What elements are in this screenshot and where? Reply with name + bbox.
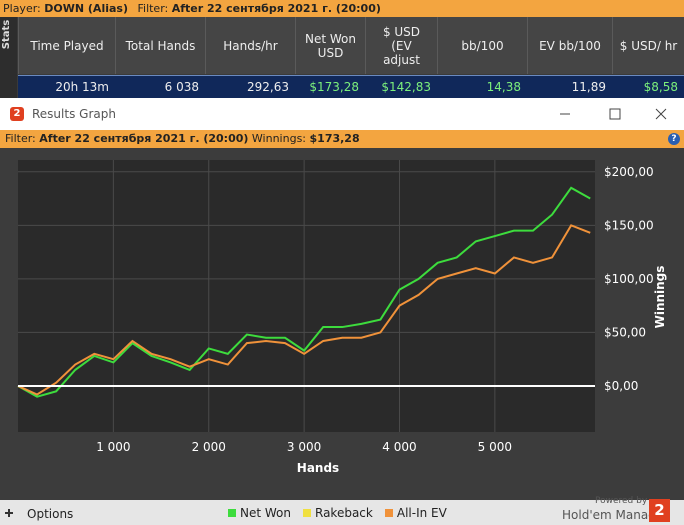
table-cell: 11,89: [571, 80, 606, 94]
table-cell: 6 038: [164, 80, 199, 94]
brand-logo: 2: [649, 499, 670, 522]
x-tick-label: 2 000: [192, 440, 226, 454]
table-row: 20h 13m 6 038 292,63 $173,28 $142,83 14,38 11,…: [18, 75, 684, 98]
legend-swatch: [303, 509, 311, 517]
table-cell: 14,38: [486, 80, 521, 94]
column-header: Hands/hr: [205, 17, 295, 74]
y-tick-label: $200,00: [604, 165, 654, 179]
legend-item: Rakeback: [303, 506, 373, 520]
window-title: Results Graph: [32, 107, 116, 121]
legend-swatch: [228, 509, 236, 517]
player: DOWN (Alias): [44, 2, 128, 15]
footer: Options Net Won Rakeback All-In EV Powered…: [0, 496, 684, 525]
column-header: bb/100: [437, 17, 527, 74]
player-label: Player:: [3, 2, 41, 15]
table-cell: $8,58: [643, 80, 678, 94]
x-tick-label: 4 000: [382, 440, 416, 454]
legend-label: All-In EV: [396, 506, 447, 520]
help-button[interactable]: ?: [668, 133, 680, 145]
column-header: Time Played: [18, 17, 115, 74]
table-cell: 292,63: [247, 80, 289, 94]
title-bar: 2 Results Graph: [0, 98, 684, 130]
results-window: 2 Results Graph Filter: After 22 сентябр…: [0, 98, 684, 525]
legend-item: All-In EV: [384, 506, 447, 520]
plot-area: [18, 160, 595, 432]
top-bar: Player: DOWN (Alias) Filter: After 22 се…: [0, 0, 684, 17]
legend-label: Rakeback: [315, 506, 373, 520]
x-tick-label: 1 000: [96, 440, 130, 454]
filter: After 22 сентября 2021 г. (20:00): [171, 2, 381, 15]
filter-label: Filter:: [5, 132, 36, 145]
legend-swatch: [384, 509, 393, 517]
chart: Hands Winnings $0,00 $50,00 $100,00 $150,00…: [17, 160, 667, 475]
app-icon: 2: [10, 107, 24, 121]
table-cell: $173,28: [309, 80, 359, 94]
legend-item: Net Won: [228, 506, 291, 520]
x-tick-label: 5 000: [478, 440, 512, 454]
table-header: Time Played Total Hands Hands/hr Net Won US…: [18, 17, 684, 74]
brand: Hold'em Manager: [562, 508, 669, 522]
column-header: EV bb/100: [527, 17, 612, 74]
table-cell: 20h 13m: [55, 80, 109, 94]
powered-by: Powered by: [595, 496, 648, 506]
maximize-button[interactable]: [609, 108, 621, 120]
x-tick-label: 3 000: [287, 440, 321, 454]
window-buttons: [560, 108, 667, 120]
filter-value: After 22 сентября 2021 г. (20:00): [39, 132, 249, 145]
column-header: Total Hands: [115, 17, 205, 74]
legend: Net Won Rakeback All-In EV: [228, 506, 447, 520]
column-header: $ USD/ hr: [612, 17, 684, 74]
y-axis-label: Winnings: [653, 266, 667, 329]
series-line: [17, 224, 591, 396]
options-icon[interactable]: [4, 508, 14, 518]
series-line: [17, 186, 591, 398]
winnings-value: $173,28: [309, 132, 360, 145]
options-button[interactable]: Options: [27, 507, 74, 521]
legend-label: Net Won: [240, 506, 291, 520]
table-cell: $142,83: [381, 80, 431, 94]
y-tick-label: $50,00: [604, 325, 646, 339]
close-button[interactable]: [655, 108, 667, 120]
y-tick-label: $150,00: [604, 218, 654, 232]
y-tick-label: $100,00: [604, 272, 654, 286]
column-header: $ USD (EV adjust: [365, 17, 437, 74]
column-header: Net Won USD: [295, 17, 365, 74]
filter-label: Filter:: [137, 2, 169, 15]
y-tick-label: $0,00: [604, 379, 638, 393]
side-tab[interactable]: Stats: [0, 17, 17, 98]
side-tab-label[interactable]: Stats: [1, 19, 13, 50]
winnings-label: Winnings:: [251, 132, 307, 145]
filter-bar: Filter: After 22 сентября 2021 г. (20:00…: [0, 130, 684, 148]
x-axis-label: Hands: [297, 461, 339, 475]
